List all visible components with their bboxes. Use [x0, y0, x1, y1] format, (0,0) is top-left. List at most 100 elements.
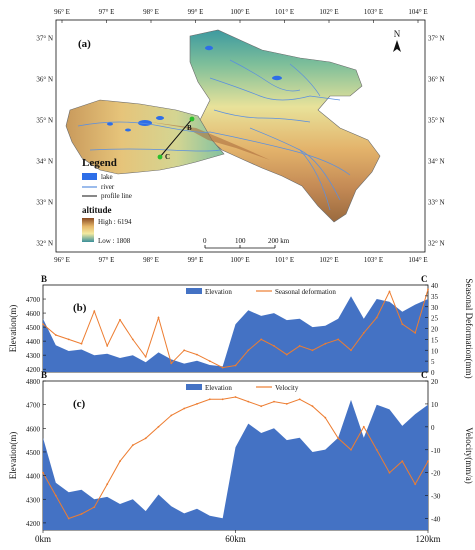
line-point: [42, 471, 44, 474]
line-point: [234, 364, 237, 367]
scale-bar: 0 100 200 km: [203, 237, 290, 249]
lon-label: 104° E: [408, 256, 427, 264]
lat-label: 32° N: [36, 240, 53, 248]
line-point: [298, 398, 301, 401]
profile-line: [159, 118, 193, 158]
lon-labels-top: 96° E 97° E 98° E 99° E 100° E 101° E 102° E 10…: [54, 8, 428, 23]
line-point: [157, 316, 160, 319]
line-point: [337, 338, 340, 341]
y-tick-right: -10: [431, 447, 441, 455]
legend-profile-label: profile line: [101, 192, 132, 200]
y-tick-right: 30: [431, 304, 439, 312]
legend-elevation-swatch: [186, 288, 202, 294]
legend-altitude-title: altitude: [82, 205, 112, 215]
line-point: [362, 332, 365, 334]
y-tick-left: 4700: [26, 296, 41, 304]
line-point: [388, 290, 391, 293]
legend-river-label: river: [101, 183, 115, 191]
lon-label: 99° E: [188, 8, 204, 16]
legend-elevation-label: Elevation: [205, 384, 232, 392]
lat-label: 34° N: [36, 158, 53, 166]
lat-label: 34° N: [428, 158, 445, 166]
line-point: [350, 349, 352, 352]
lake: [156, 116, 164, 120]
river: [213, 109, 311, 123]
y-tick-right: 25: [431, 315, 439, 323]
rivers: [77, 59, 351, 211]
profile-end-label: C: [421, 274, 428, 284]
line-point: [183, 407, 186, 410]
lon-label: 102° E: [319, 256, 338, 264]
y-tick-left: 4500: [26, 449, 41, 457]
lake: [272, 75, 282, 81]
y-tick-left: 4800: [26, 378, 41, 386]
chart-panel-label: (c): [73, 398, 86, 410]
line-point: [93, 310, 96, 312]
lake: [205, 45, 213, 51]
legend-low-label: Low : 1808: [98, 237, 131, 245]
elevation-area: [43, 399, 428, 530]
lat-label: 35° N: [36, 117, 53, 125]
line-point: [388, 471, 391, 474]
line-point: [119, 318, 121, 321]
lake: [125, 128, 131, 132]
y-tick-left: 4700: [26, 402, 41, 410]
lat-label: 36° N: [36, 76, 53, 84]
y-tick-right: 20: [431, 378, 439, 386]
y-tick-right: 10: [431, 401, 439, 409]
y-tick-right: 0: [431, 424, 435, 432]
lon-label: 104° E: [408, 8, 427, 16]
legend-line-label: Velocity: [275, 384, 299, 392]
y-tick-right: 20: [431, 326, 439, 334]
line-point: [42, 323, 44, 325]
y-tick-right: -40: [431, 516, 441, 524]
line-point: [221, 366, 224, 369]
y-tick-left: 4400: [26, 338, 41, 346]
line-point: [247, 400, 250, 403]
basin-west: [65, 99, 225, 175]
line-point: [67, 338, 70, 341]
profile-point-b: [189, 116, 195, 122]
line-point: [311, 405, 314, 408]
line-point: [196, 403, 198, 405]
line-point: [131, 338, 134, 341]
line-point: [375, 448, 378, 451]
y-axis-title-right: Seasonal Deformation(mm): [464, 278, 474, 378]
line-point: [106, 483, 109, 486]
lon-label: 102° E: [319, 8, 338, 16]
lakes: [107, 45, 282, 132]
y-tick-right: 15: [431, 336, 439, 344]
line-point: [247, 349, 250, 352]
line-point: [285, 353, 288, 356]
scale-label-200: 200 km: [268, 237, 290, 245]
y-tick-right: -30: [431, 493, 441, 501]
elevation-area: [43, 296, 428, 372]
legend-lake-swatch: [82, 173, 97, 180]
line-point: [350, 448, 352, 451]
lat-label: 33° N: [36, 199, 53, 207]
lon-label: 96° E: [54, 256, 70, 264]
lon-label: 97° E: [99, 256, 115, 264]
line-point: [337, 437, 340, 440]
river: [77, 121, 351, 176]
lat-label: 32° N: [428, 240, 445, 248]
legend-title: Legend: [82, 157, 117, 169]
x-tick-label: 120km: [415, 534, 440, 544]
line-point: [273, 400, 275, 403]
lon-label: 103° E: [364, 8, 383, 16]
line-point: [298, 345, 301, 347]
legend-lake-label: lake: [101, 173, 113, 181]
line-point: [362, 425, 365, 428]
line-point: [414, 332, 417, 334]
y-tick-left: 4600: [26, 425, 41, 433]
line-point: [324, 342, 327, 345]
line-point: [54, 494, 57, 497]
y-tick-left: 4200: [26, 366, 41, 374]
y-axis-title-left: Elevation(m): [8, 305, 18, 352]
north-label: N: [394, 29, 401, 39]
y-tick-right: 35: [431, 293, 439, 301]
lat-labels-left: 37° N 36° N 35° N 34° N 33° N 32° N: [36, 35, 53, 248]
y-tick-left: 4300: [26, 352, 41, 360]
line-point: [401, 460, 404, 463]
